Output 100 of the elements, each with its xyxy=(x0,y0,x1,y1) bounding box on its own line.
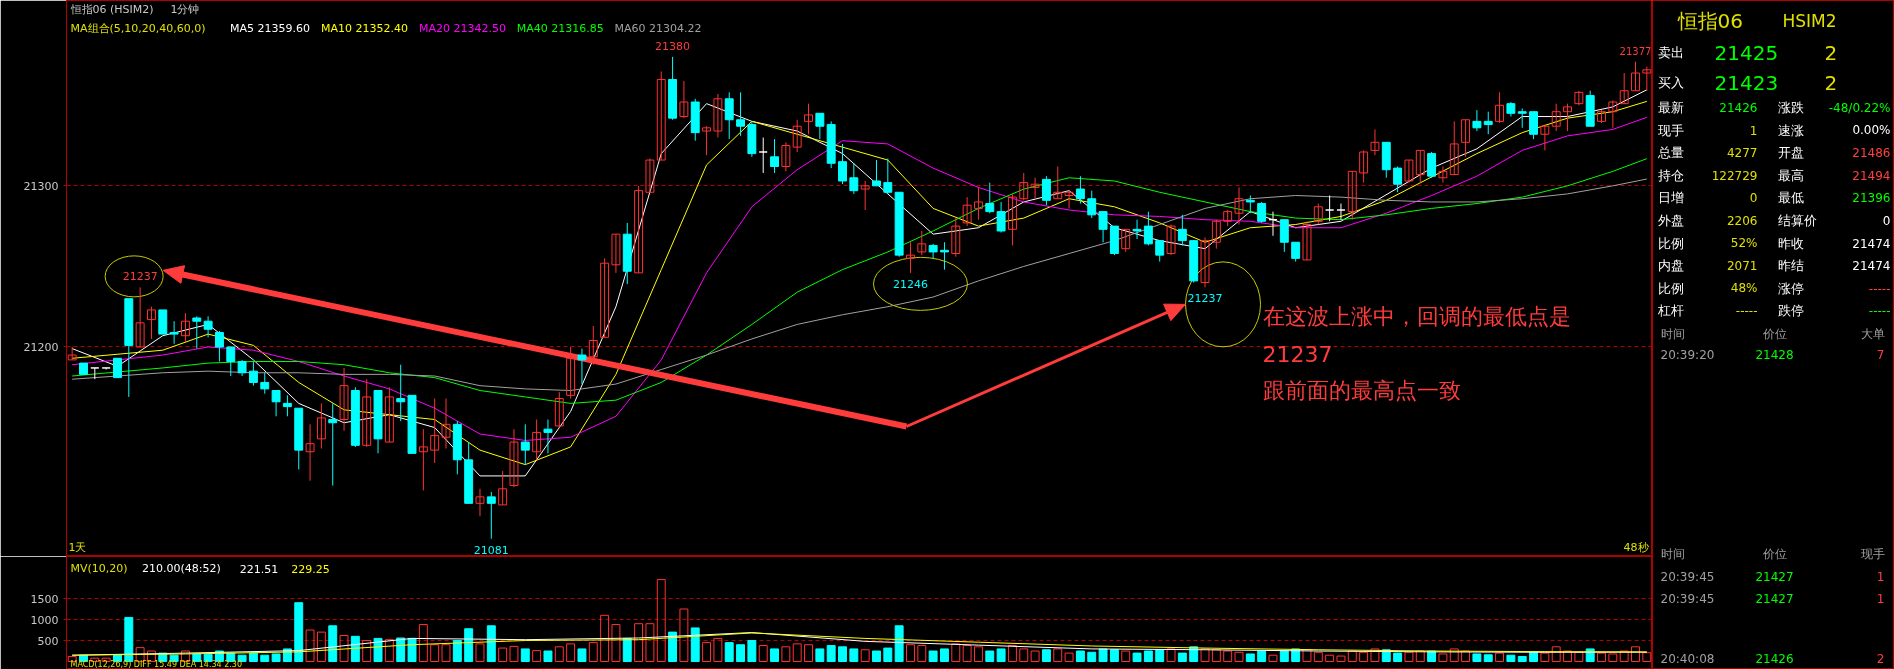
bar xyxy=(1483,654,1493,663)
bar xyxy=(1619,650,1629,663)
candlestick xyxy=(951,217,961,258)
bar xyxy=(260,654,270,663)
text: HSIM2 xyxy=(1782,10,1837,31)
text: 最新 xyxy=(1657,100,1684,115)
bar xyxy=(1155,649,1165,663)
text: ----- xyxy=(1868,304,1891,319)
candlestick xyxy=(1472,109,1482,132)
bar xyxy=(1449,648,1459,663)
y-tick-label: 1000 xyxy=(30,613,59,627)
text: 20:40:08 xyxy=(1660,651,1715,666)
bar xyxy=(815,648,825,663)
bar xyxy=(973,646,983,663)
candlestick xyxy=(973,186,983,221)
bar xyxy=(940,648,949,663)
candlestick xyxy=(1019,172,1029,201)
bar xyxy=(1143,650,1153,663)
candlestick xyxy=(1177,214,1187,246)
bar xyxy=(1064,652,1074,663)
candlestick xyxy=(362,378,372,448)
candlestick xyxy=(475,488,485,517)
bar xyxy=(985,650,995,663)
candlestick xyxy=(656,70,666,161)
candlestick xyxy=(1132,219,1142,240)
candlestick xyxy=(1234,186,1244,226)
bar xyxy=(656,579,666,663)
candlestick xyxy=(1404,159,1414,184)
bar xyxy=(328,625,338,663)
bar xyxy=(1087,651,1097,663)
bar xyxy=(1030,650,1040,663)
text: 买入 xyxy=(1657,75,1684,90)
candlestick xyxy=(679,80,689,119)
text: 20:39:45 xyxy=(1660,569,1715,584)
candlestick xyxy=(328,402,338,487)
text: 涨停 xyxy=(1777,280,1804,296)
candlestick xyxy=(1608,99,1618,129)
annotation: 21377 xyxy=(1619,45,1652,57)
candlestick xyxy=(1642,66,1652,92)
text: 21425 xyxy=(1714,40,1779,65)
text: 卖出 xyxy=(1657,45,1684,60)
text: 2 xyxy=(1824,40,1838,65)
annotation: 1天 xyxy=(68,541,87,554)
candlestick xyxy=(1030,177,1040,200)
bar xyxy=(543,650,553,663)
bar xyxy=(690,627,700,663)
candlestick xyxy=(1200,236,1210,288)
text: 结算价 xyxy=(1777,213,1817,228)
bar xyxy=(1109,649,1119,663)
candlestick xyxy=(1336,203,1346,221)
text: 内盘 xyxy=(1657,258,1684,274)
bar xyxy=(770,648,779,663)
bar xyxy=(1529,651,1539,663)
text: 大单 xyxy=(1860,326,1885,341)
bar xyxy=(804,644,813,663)
bar xyxy=(452,640,462,663)
text: 时间 xyxy=(1660,546,1685,561)
text: 比例 xyxy=(1657,280,1684,296)
text: 21396 xyxy=(1852,191,1891,206)
bar xyxy=(577,648,587,663)
bar xyxy=(600,614,610,663)
candlestick xyxy=(702,125,712,156)
candlestick xyxy=(736,91,746,137)
text: MA5 21359.60 xyxy=(229,22,310,35)
candlestick xyxy=(1053,165,1063,200)
text: 时间 xyxy=(1660,326,1685,341)
bar xyxy=(1234,651,1244,663)
text: 涨跌 xyxy=(1777,100,1804,115)
candlestick xyxy=(600,257,610,338)
candlestick xyxy=(838,143,847,185)
text: MA40 21316.85 xyxy=(516,22,604,35)
text: 日增 xyxy=(1657,190,1684,206)
text: 229.25 xyxy=(291,562,330,576)
candlestick xyxy=(1155,240,1165,263)
bar xyxy=(860,649,870,663)
bar xyxy=(1257,650,1267,663)
text: 0 xyxy=(1882,214,1891,228)
text: 2 xyxy=(1824,70,1838,95)
candlestick xyxy=(611,233,621,274)
text: 21427 xyxy=(1755,592,1794,606)
candlestick xyxy=(1347,170,1357,221)
candlestick xyxy=(1438,165,1448,184)
bar xyxy=(996,648,1006,663)
text: 21474 xyxy=(1852,259,1891,274)
candlestick xyxy=(804,103,813,135)
bar xyxy=(1495,652,1505,663)
text: 221.51 xyxy=(239,562,279,576)
bar xyxy=(1200,648,1210,663)
bar xyxy=(532,650,542,663)
candlestick xyxy=(940,241,949,271)
candlestick xyxy=(985,182,995,214)
candlestick xyxy=(996,201,1006,234)
bar xyxy=(826,645,836,663)
text: 7 xyxy=(1876,348,1885,362)
candlestick xyxy=(1291,241,1301,263)
text: 21426 xyxy=(1755,652,1794,666)
candlestick xyxy=(566,346,576,400)
bar xyxy=(1506,654,1516,663)
candlestick xyxy=(282,394,292,417)
bar xyxy=(441,644,451,663)
